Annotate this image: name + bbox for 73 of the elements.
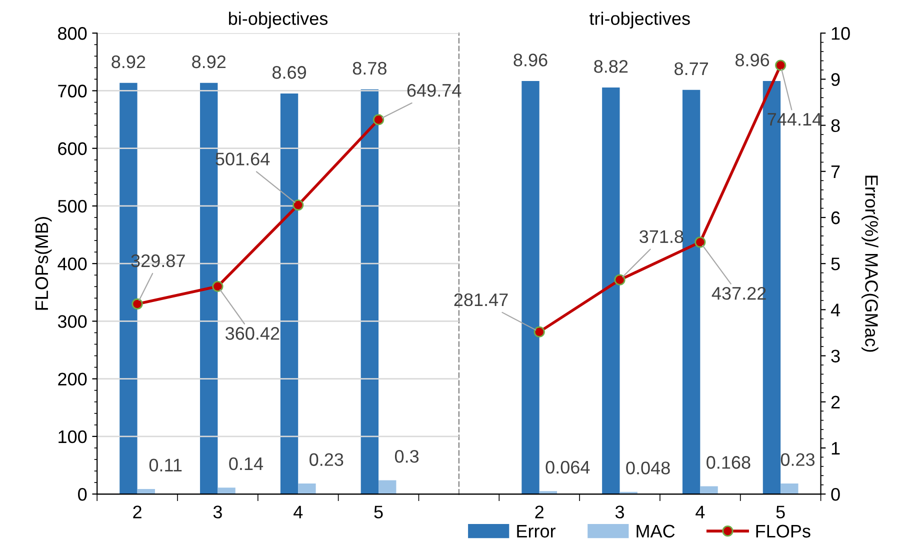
legend-label: MAC	[636, 524, 675, 538]
data-label: 0.14	[229, 457, 264, 470]
y-tick-label: 0	[78, 488, 87, 501]
data-label: 0.23	[780, 453, 815, 466]
y2-tick-label: 0	[831, 488, 840, 501]
y2-tick-label: 8	[831, 119, 840, 132]
data-label: 360.42	[226, 327, 280, 340]
x-tick-label: 4	[696, 506, 705, 518]
data-label: 8.92	[192, 55, 226, 68]
point	[694, 236, 706, 248]
y-tick-label: 300	[58, 315, 87, 328]
y2-tick-label: 9	[831, 73, 840, 86]
y-tick-label: 400	[58, 258, 87, 270]
data-label: 0.3	[394, 450, 419, 463]
bar	[298, 483, 316, 494]
y2-tick-label: 7	[831, 166, 840, 178]
x-tick-label: 5	[374, 506, 383, 518]
data-label: 0.064	[546, 460, 590, 474]
chart-title: tri-objectives	[589, 12, 690, 29]
x-tick-label: 2	[535, 506, 544, 518]
data-label: 8.82	[594, 60, 628, 73]
data-label: 281.47	[454, 293, 508, 306]
y-tick-label: 500	[58, 200, 87, 213]
x-tick-label: 3	[213, 506, 222, 518]
point	[132, 298, 143, 310]
bar	[700, 486, 718, 494]
y-tick-label: 700	[58, 84, 87, 98]
y2-tick-label: 2	[831, 396, 840, 408]
bar	[218, 488, 236, 494]
data-label: 8.96	[514, 54, 548, 66]
bar	[360, 89, 379, 494]
point	[372, 114, 384, 126]
x-tick-label: 5	[776, 506, 785, 518]
point	[534, 326, 545, 338]
data-label: 8.92	[112, 55, 146, 68]
y2-tick-label: 4	[830, 304, 840, 316]
y2-tick-label: 1	[832, 442, 840, 454]
data-label: 329.87	[131, 254, 185, 268]
point	[614, 274, 626, 286]
data-label: 0.11	[149, 458, 182, 472]
point	[292, 199, 304, 211]
y2-tick-label: 6	[831, 211, 840, 224]
bar	[280, 94, 298, 494]
legend-label: Error	[517, 524, 556, 538]
data-label: 0.23	[310, 453, 344, 466]
x-tick-label: 2	[133, 506, 142, 518]
y-tick-label: 100	[58, 430, 87, 444]
data-label: 0.048	[626, 462, 670, 474]
bar	[378, 480, 396, 494]
data-label: 8.78	[352, 62, 386, 75]
legend-label: FLOPs	[756, 524, 810, 538]
y-axis-title: FLOPs(MB)	[34, 217, 52, 310]
point	[775, 60, 786, 71]
data-label: 0.168	[706, 456, 750, 469]
x-tick-label: 4	[294, 506, 303, 518]
point	[212, 280, 224, 292]
bar	[602, 88, 620, 494]
data-label: 8.77	[674, 62, 708, 76]
y2-tick-label: 3	[831, 350, 840, 362]
chart-title: bi-objectives	[229, 12, 328, 29]
data-label: 8.96	[736, 54, 770, 66]
data-label: 649.74	[407, 84, 462, 97]
data-label: 8.69	[272, 66, 306, 79]
y-tick-label: 600	[58, 142, 87, 156]
bar	[780, 483, 798, 494]
y2-tick-label: 5	[831, 258, 840, 270]
bar	[522, 81, 540, 494]
y-tick-label: 800	[58, 27, 87, 40]
x-tick-label: 3	[615, 506, 624, 518]
bar	[682, 90, 700, 494]
y2-tick-label: 10	[832, 27, 850, 40]
y2-axis-title: Error(%)/ MAC(GMac)	[862, 176, 878, 352]
y-tick-label: 200	[58, 372, 87, 386]
